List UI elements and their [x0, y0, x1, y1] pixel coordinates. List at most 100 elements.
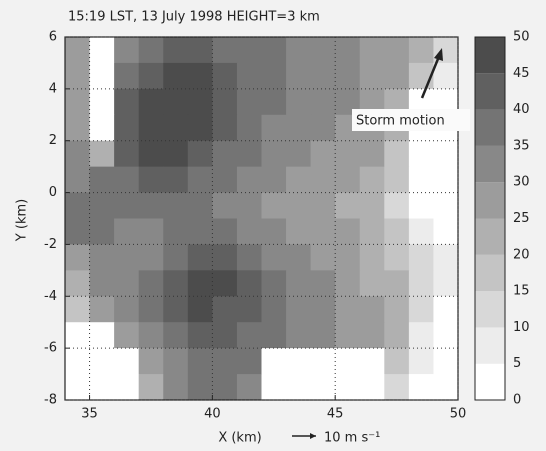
- cell: [310, 244, 336, 271]
- cell: [261, 296, 287, 323]
- cell: [408, 166, 434, 194]
- cell: [236, 348, 262, 375]
- annotation: Storm motion: [356, 114, 445, 129]
- cell: [384, 348, 410, 375]
- x-tick-label: 50: [450, 407, 467, 422]
- cell: [261, 88, 287, 116]
- cell: [335, 166, 361, 194]
- y-tick-label: -6: [44, 341, 57, 356]
- cell: [433, 192, 459, 219]
- cell: [163, 244, 189, 271]
- cell: [65, 37, 91, 64]
- cell: [236, 140, 262, 168]
- cell: [261, 140, 287, 168]
- cell: [212, 88, 238, 116]
- cell: [65, 140, 91, 168]
- colorbar-band: [475, 37, 505, 74]
- colorbar-tick-label: 25: [513, 211, 530, 226]
- cell: [335, 374, 361, 401]
- cell: [359, 218, 385, 245]
- cell: [261, 166, 287, 194]
- cell: [335, 270, 361, 297]
- cell: [114, 348, 140, 375]
- cell: [261, 192, 287, 219]
- cell: [384, 296, 410, 323]
- y-tick-label: 0: [49, 185, 57, 200]
- y-tick-label: 2: [49, 133, 57, 148]
- cell: [359, 166, 385, 194]
- colorbar-band: [475, 363, 505, 400]
- cell: [286, 348, 312, 375]
- cell: [163, 348, 189, 375]
- cell: [384, 244, 410, 271]
- cell: [408, 296, 434, 323]
- cell: [433, 348, 459, 375]
- cell: [310, 192, 336, 219]
- cell: [384, 270, 410, 297]
- cell: [114, 88, 140, 116]
- cell: [310, 296, 336, 323]
- colorbar-tick-label: 50: [513, 30, 530, 45]
- cell: [138, 62, 164, 90]
- cell: [335, 348, 361, 375]
- x-tick-label: 35: [81, 407, 98, 422]
- cell: [310, 140, 336, 168]
- cell: [335, 37, 361, 64]
- cell: [138, 322, 164, 349]
- cell: [65, 296, 91, 323]
- cell: [286, 270, 312, 297]
- cell: [359, 296, 385, 323]
- cell: [335, 218, 361, 245]
- cell: [212, 62, 238, 90]
- cell: [163, 114, 189, 142]
- vector-scale-label: 10 m s⁻¹: [324, 431, 380, 446]
- cell: [138, 192, 164, 219]
- cell: [89, 348, 115, 375]
- cell: [163, 62, 189, 90]
- cell: [65, 270, 91, 297]
- cell: [261, 322, 287, 349]
- cell: [212, 166, 238, 194]
- colorbar-band: [475, 327, 505, 364]
- colorbar-band: [475, 73, 505, 110]
- cell: [138, 244, 164, 271]
- cell: [163, 37, 189, 64]
- cell: [65, 322, 91, 349]
- cell: [114, 192, 140, 219]
- cell: [212, 244, 238, 271]
- overlay: Storm motion: [352, 48, 470, 131]
- cell: [433, 140, 459, 168]
- cell: [65, 348, 91, 375]
- cell: [335, 62, 361, 90]
- colorbar-band: [475, 254, 505, 292]
- cell: [114, 374, 140, 401]
- cell: [114, 296, 140, 323]
- cell: [384, 192, 410, 219]
- cell: [187, 114, 213, 142]
- y-tick-label: -2: [44, 237, 57, 252]
- cell: [114, 140, 140, 168]
- cell: [187, 88, 213, 116]
- x-axis-label: X (km): [218, 431, 261, 446]
- colorbar-band: [475, 145, 505, 183]
- cell: [408, 322, 434, 349]
- cell: [384, 37, 410, 64]
- cell: [236, 88, 262, 116]
- cell: [433, 166, 459, 194]
- annotation-box: [352, 109, 470, 131]
- cell: [163, 218, 189, 245]
- storm-motion-arrow: [420, 53, 442, 99]
- y-tick-label: -4: [44, 289, 57, 304]
- cell: [433, 374, 459, 401]
- colorbar-frame: [474, 36, 506, 401]
- cell: [114, 244, 140, 271]
- cell: [384, 166, 410, 194]
- colorbar-tick-label: 30: [513, 175, 530, 190]
- colorbar-tick-label: 0: [513, 393, 521, 408]
- colorbar-band: [475, 291, 505, 328]
- plot-area: [65, 37, 459, 401]
- cell: [310, 114, 336, 142]
- cell: [359, 140, 385, 168]
- cell: [114, 270, 140, 297]
- cell: [236, 322, 262, 349]
